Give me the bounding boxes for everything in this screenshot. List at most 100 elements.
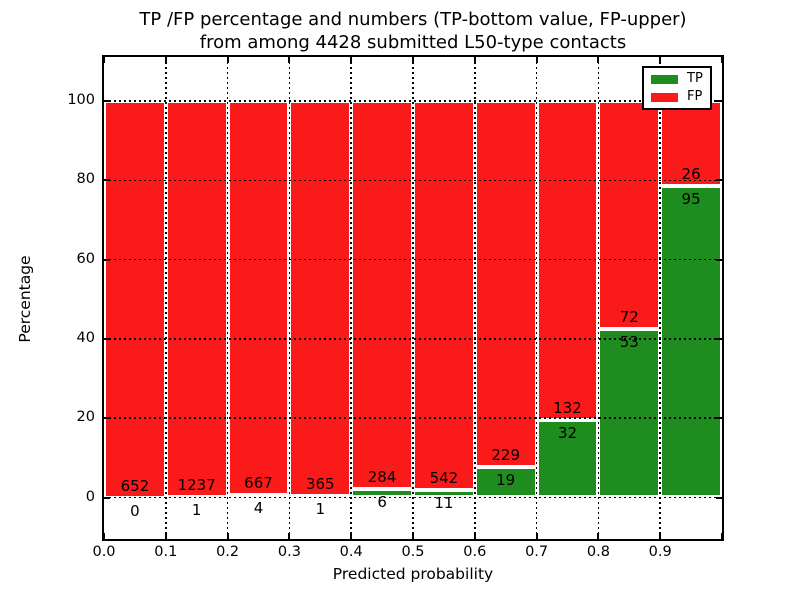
x-tick-top-1 (164, 57, 167, 63)
y-tick-right-100 (716, 100, 722, 102)
x-tick-top-7 (535, 57, 538, 63)
bar-fp-segment-4 (351, 101, 413, 490)
bar-tp-count-label-6: 19 (496, 471, 516, 490)
bar-tp-count-label-2: 4 (253, 499, 264, 518)
bar-fp-segment-8 (598, 101, 661, 330)
x-tick-label-6: 0.6 (463, 544, 487, 560)
y-tick-right-80 (716, 179, 722, 182)
legend-row-tp: TP (644, 71, 710, 86)
x-tick-label-8: 0.8 (586, 544, 610, 560)
bar-fp-count-label-0: 652 (120, 476, 150, 495)
x-tick-label-4: 0.4 (339, 544, 363, 560)
x-tick-bottom-2 (226, 533, 229, 539)
bar-fp-count-label-8: 72 (619, 308, 639, 327)
x-tick-bottom-5 (412, 533, 414, 539)
bar-fp-count-label-6: 229 (491, 446, 521, 465)
y-tick-left-80 (104, 179, 110, 182)
x-tick-top-6 (473, 57, 476, 63)
y-tick-label-0: 0 (85, 488, 95, 505)
x-tick-top-10 (721, 57, 723, 63)
bar-fp-count-label-7: 132 (553, 399, 582, 418)
bar-fp-segment-7 (536, 101, 599, 421)
plot-area: Percentage Predicted probability TP FP 65… (16, 55, 724, 583)
y-tick-left-20 (104, 417, 110, 420)
x-tick-top-8 (597, 57, 600, 63)
bar-fp-count-label-2: 667 (244, 474, 273, 493)
y-tick-left-0 (104, 496, 110, 499)
bar-fp-segment-3 (289, 101, 352, 497)
x-tick-bottom-4 (350, 533, 353, 539)
bar-fp-segment-0 (104, 101, 166, 498)
x-tick-bottom-7 (535, 533, 538, 539)
gridline-v-8 (597, 57, 600, 539)
x-tick-top-4 (350, 57, 353, 63)
x-axis-label: Predicted probability (332, 565, 494, 583)
legend-label-fp: FP (687, 89, 703, 104)
gridline-h-60 (104, 258, 722, 261)
bar-tp-count-label-5: 11 (434, 493, 454, 512)
y-tick-label-5: 100 (67, 92, 95, 108)
bar-fp-segment-2 (227, 101, 290, 496)
x-tick-label-7: 0.7 (525, 544, 549, 560)
gridline-h-20 (104, 417, 722, 419)
gridline-v-6 (474, 57, 476, 539)
legend-label-tp: TP (687, 71, 703, 86)
legend-swatch-fp (651, 92, 678, 102)
gridline-v-3 (288, 57, 291, 539)
x-tick-bottom-1 (164, 533, 167, 539)
bar-fp-count-label-9: 26 (681, 165, 701, 184)
x-tick-bottom-3 (288, 533, 291, 539)
bar-tp-segment-4 (351, 489, 413, 498)
bar-tp-count-label-1: 1 (191, 501, 202, 520)
y-tick-right-0 (716, 496, 722, 499)
gridline-v-1 (165, 57, 167, 539)
x-tick-label-9: 0.9 (648, 544, 672, 560)
legend: TP FP (642, 66, 712, 110)
bar-fp-count-label-5: 542 (429, 468, 459, 487)
gridline-v-4 (350, 57, 352, 539)
x-tick-top-3 (288, 57, 291, 63)
chart-title-line2: from among 4428 submitted L50-type conta… (199, 32, 627, 53)
chart-title-line1: TP /FP percentage and numbers (TP-bottom… (139, 9, 687, 30)
bar-tp-segment-8 (598, 329, 661, 498)
bar-fp-segment-5 (413, 101, 475, 490)
y-tick-label-1: 20 (76, 409, 95, 426)
bar-fp-segment-1 (165, 101, 228, 498)
gridline-h-80 (104, 179, 722, 182)
legend-row-fp: FP (644, 89, 710, 104)
bar-tp-count-label-8: 53 (619, 333, 639, 352)
x-tick-label-5: 0.5 (401, 544, 425, 560)
x-tick-bottom-10 (721, 533, 723, 539)
x-tick-top-0 (103, 57, 105, 63)
y-tick-left-60 (104, 258, 110, 261)
x-tick-bottom-0 (103, 533, 105, 539)
bar-fp-segment-6 (474, 101, 537, 468)
bar-tp-segment-9 (660, 186, 722, 498)
bar-tp-segment-7 (536, 420, 599, 498)
bar-tp-count-label-7: 32 (557, 424, 578, 443)
gridline-v-7 (535, 57, 538, 539)
gridline-h-0 (104, 496, 722, 499)
bar-tp-segment-5 (413, 489, 475, 498)
bar-tp-count-label-3: 1 (315, 500, 326, 519)
y-tick-label-2: 40 (76, 329, 95, 346)
y-tick-left-40 (104, 337, 110, 340)
x-tick-label-2: 0.2 (216, 544, 240, 560)
bar-fp-count-label-1: 1237 (177, 476, 216, 495)
chart-title: TP /FP percentage and numbers (TP-bottom… (104, 8, 722, 54)
y-tick-label-4: 80 (76, 171, 95, 188)
gridline-v-5 (412, 57, 414, 539)
bar-tp-count-label-9: 95 (681, 190, 701, 209)
x-tick-bottom-6 (473, 533, 476, 539)
x-tick-label-3: 0.3 (277, 544, 301, 560)
y-tick-right-40 (716, 337, 722, 340)
bar-tp-count-label-0: 0 (130, 501, 140, 520)
x-tick-top-5 (412, 57, 414, 63)
bar-tp-segment-6 (474, 467, 537, 498)
y-tick-label-3: 60 (76, 250, 95, 267)
legend-swatch-tp (651, 74, 678, 84)
gridline-h-40 (104, 338, 722, 340)
gridline-v-2 (226, 57, 229, 539)
gridline-h-100 (104, 100, 722, 102)
